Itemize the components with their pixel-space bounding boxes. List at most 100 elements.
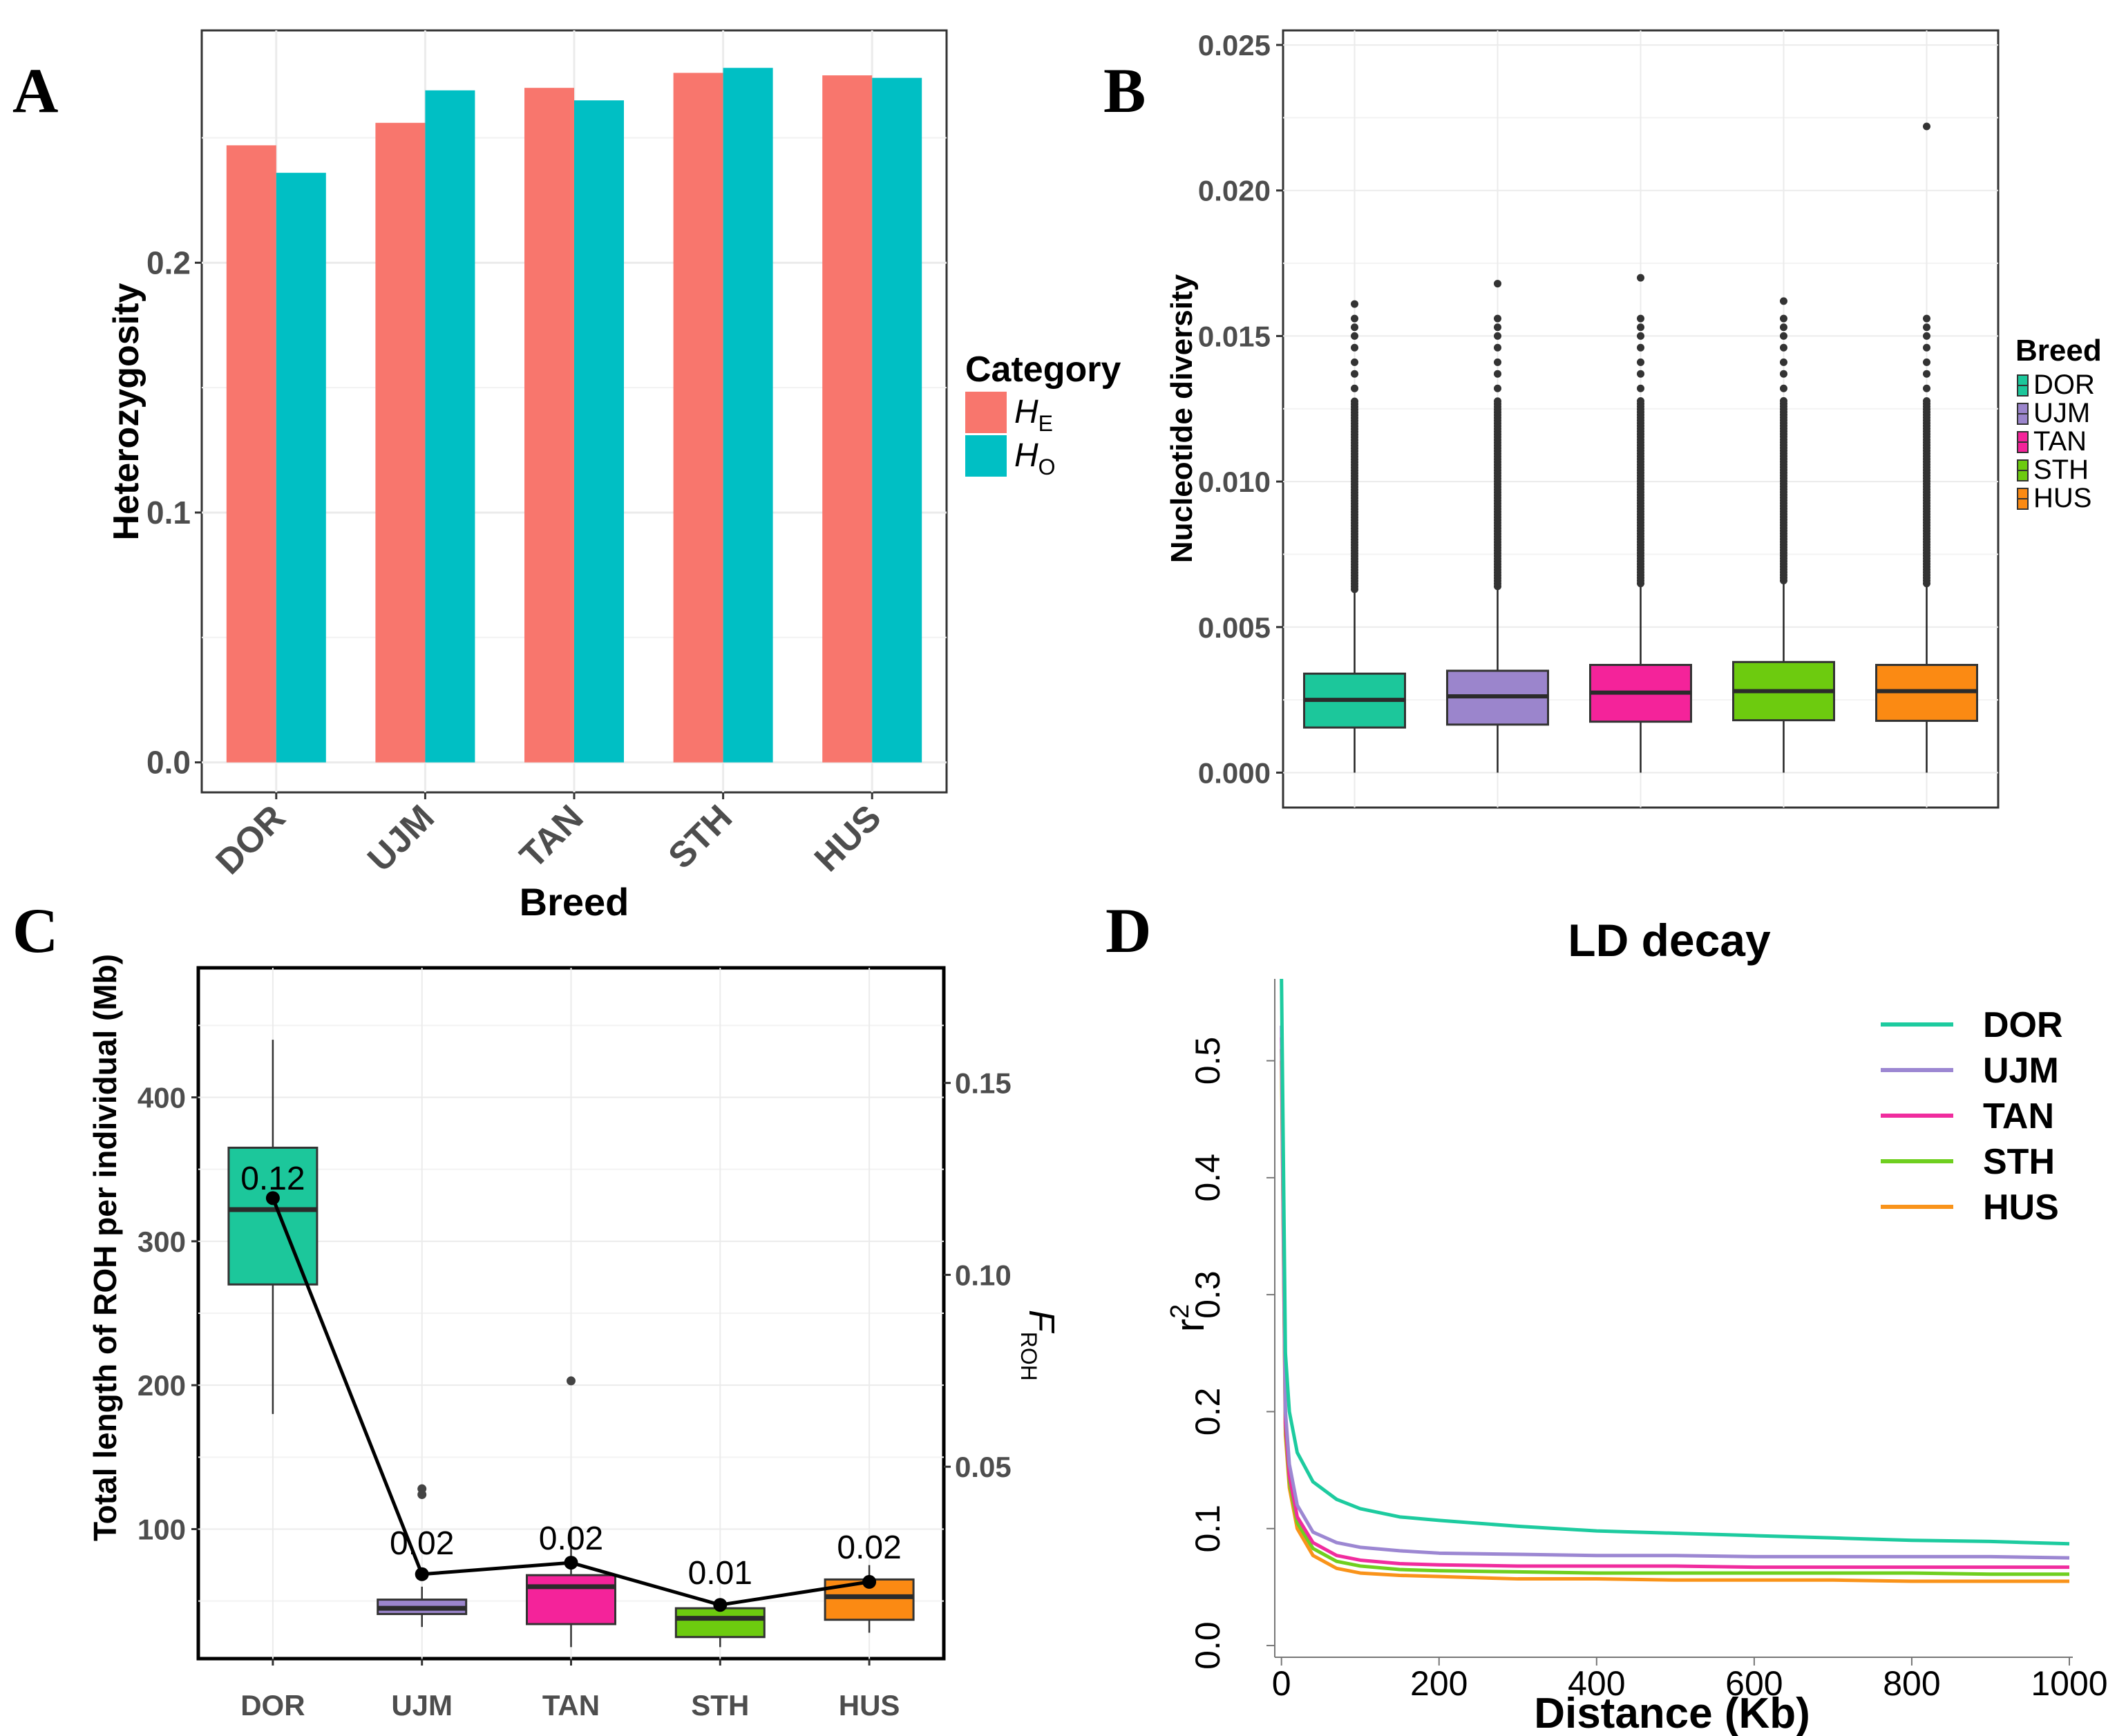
legend-label-dor: DOR: [1983, 1005, 2063, 1045]
outlier-point: [1494, 370, 1501, 378]
bar-he-ujm: [375, 122, 426, 763]
y-tick-label: 0.020: [1198, 175, 1271, 207]
legend-swatch-ho: [965, 435, 1007, 477]
y-tick-label: 0.0: [1188, 1621, 1227, 1670]
box-sth: [1732, 297, 1835, 773]
box-body: [526, 1574, 616, 1625]
legend-swatch-he: [965, 392, 1007, 433]
outlier-point: [1637, 332, 1644, 340]
outlier-point: [1923, 384, 1930, 392]
y-tick-label: 300: [137, 1225, 186, 1258]
panel-a-y-ticks: 0.0 0.1 0.2: [146, 245, 202, 781]
outlier-point: [1637, 358, 1644, 366]
y-tick-label: 0.4: [1188, 1154, 1227, 1202]
outlier-point: [1637, 397, 1644, 406]
panel-d-title: LD decay: [1568, 915, 1771, 966]
y-tick-label: 0.5: [1188, 1037, 1227, 1085]
outlier-point: [1351, 370, 1358, 378]
panel-d-x-ticks: 0 200 400 600 800 1000: [1272, 1657, 2108, 1703]
panel-c: C 0.12 0.02 0.02 0.01 0.02 100 200 300 400 0.05…: [12, 895, 1061, 1721]
outlier-point: [1923, 314, 1930, 323]
outlier-point: [1494, 280, 1501, 288]
legend-label-ujm: UJM: [1983, 1051, 2059, 1091]
bar-ho-tan: [574, 100, 624, 763]
panel-d-y-ticks: 0.0 0.1 0.2 0.3 0.4 0.5: [1188, 1037, 1275, 1670]
outlier-point: [1637, 314, 1644, 323]
panel-label-a: A: [12, 55, 58, 126]
panel-b-legend-title: Breed: [2015, 334, 2102, 368]
y-tick-label: 0.005: [1198, 611, 1271, 644]
box-dor: [1303, 300, 1406, 773]
x-tick-label: 600: [1725, 1664, 1783, 1703]
y-tick-label: 0.025: [1198, 29, 1271, 61]
x-tick-label: 800: [1883, 1664, 1940, 1703]
outlier-point: [1494, 323, 1501, 332]
bar-he-tan: [524, 88, 574, 763]
panel-d-lines: [1280, 978, 2070, 1583]
box-hus: [1875, 122, 1978, 773]
outlier-point: [417, 1484, 427, 1494]
panel-c-boxes: [227, 1040, 915, 1648]
outlier-point: [1494, 358, 1501, 366]
y-tick-label: 200: [137, 1369, 186, 1402]
panel-b-boxes: [1303, 122, 1978, 773]
outlier-point: [1494, 397, 1501, 406]
froh-point-sth: [713, 1598, 728, 1612]
y-tick-label: 100: [137, 1514, 186, 1546]
panel-a-bars: [226, 68, 922, 763]
outlier-point: [1494, 343, 1501, 352]
panel-b: B 0.000 0.005 0.010 0.015 0.020 0.025 Nucleot…: [1103, 29, 2102, 809]
box-ujm: [377, 1484, 468, 1628]
panel-a-legend: Category HE HO: [965, 350, 1121, 479]
froh-point-hus: [862, 1574, 877, 1589]
y-tick-label: 0.2: [146, 245, 191, 280]
outlier-point: [1637, 323, 1644, 332]
x-tick-label-dor: DOR: [240, 1689, 305, 1721]
outlier-point: [1780, 358, 1787, 366]
y-tick-label: 0.015: [1198, 320, 1271, 352]
outlier-point: [1923, 370, 1930, 378]
box-sth: [674, 1603, 766, 1648]
box-tan: [1589, 274, 1692, 773]
panel-c-y-ticks: 100 200 300 400: [137, 1082, 198, 1546]
panel-c-secondary-y-ticks: 0.05 0.10 0.15: [944, 1067, 1012, 1483]
x-tick-label-ujm: UJM: [391, 1689, 453, 1721]
outlier-point: [1780, 384, 1787, 392]
panel-d-x-axis-title: Distance (Kb): [1534, 1690, 1810, 1736]
outlier-point: [1494, 384, 1501, 392]
bar-ho-dor: [276, 173, 326, 763]
y-tick-label: 0.1: [1188, 1505, 1227, 1553]
froh-point-ujm: [415, 1567, 429, 1581]
legend-label-sth: STH: [1983, 1142, 2055, 1182]
outlier-point: [1637, 384, 1644, 392]
panel-label-d: D: [1105, 895, 1151, 966]
ld-line-dor: [1280, 978, 2070, 1546]
ld-line-ujm: [1280, 1025, 2070, 1560]
outlier-point: [1351, 397, 1358, 406]
outlier-point: [1351, 358, 1358, 366]
outlier-point: [1780, 397, 1787, 405]
outlier-point: [1923, 122, 1930, 131]
outlier-point: [1351, 332, 1358, 340]
panel-label-c: C: [12, 895, 58, 966]
panel-c-y-axis-title: Total length of ROH per individual (Mb): [87, 954, 123, 1541]
x-tick-label: 0: [1272, 1664, 1291, 1703]
outlier-point: [1923, 358, 1930, 366]
outlier-point: [567, 1376, 576, 1386]
bar-he-hus: [822, 75, 873, 763]
outlier-point: [1780, 323, 1787, 332]
x-tick-label: 200: [1410, 1664, 1468, 1703]
y-tick-label: 0.3: [1188, 1270, 1227, 1319]
legend-label-tan: TAN: [2033, 426, 2087, 457]
box-dor: [227, 1040, 319, 1414]
panel-c-froh-line: 0.12 0.02 0.02 0.01 0.02: [240, 1161, 902, 1612]
froh-label-sth: 0.01: [688, 1555, 752, 1592]
panel-label-b: B: [1103, 55, 1146, 126]
outlier-point: [1351, 314, 1358, 323]
legend-label-he: HE: [1014, 394, 1053, 436]
outlier-point: [1351, 384, 1358, 392]
outlier-point: [1351, 343, 1358, 352]
panel-b-y-axis-title: Nucleotide diversity: [1165, 274, 1199, 563]
